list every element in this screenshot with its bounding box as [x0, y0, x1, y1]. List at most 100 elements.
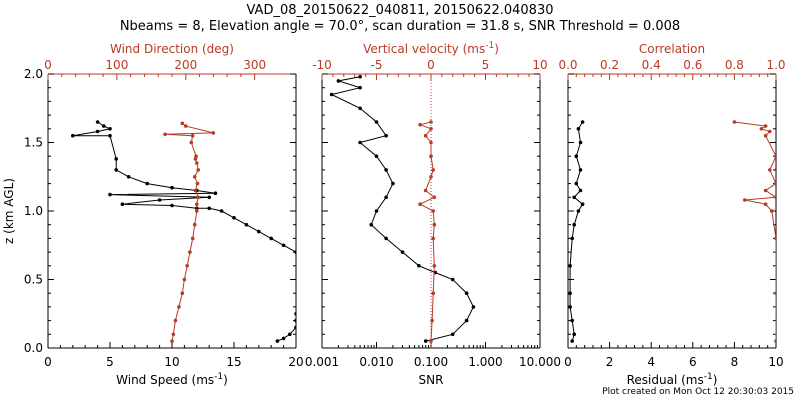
panel-2-series-0-line [569, 121, 584, 342]
panel-0-series-1-point [196, 195, 200, 200]
panel-0-series-0-point [232, 216, 236, 220]
panel-1-xlabel-bottom: SNR [419, 373, 444, 387]
panel-0-xlabel-bottom-text: Wind Speed (ms [116, 373, 214, 387]
panel-1-series-1-point [432, 264, 437, 268]
panel-0-series-0-line [72, 121, 296, 342]
panel-2-series-0-point [568, 264, 572, 268]
panel-2-series-0-point [574, 154, 579, 158]
panel-1-series-1-point [429, 339, 433, 343]
panel-2-series-1-point [763, 124, 768, 128]
panel-0-series-0-point [219, 209, 224, 213]
panel-2-xtick-label-top: 0.8 [725, 58, 744, 72]
panel-1-series-1-point [429, 120, 433, 124]
panel-1-xlabel-top-text: Vertical velocity (ms [363, 42, 485, 56]
panel-1-xtick-label-top: 10 [532, 58, 547, 72]
panel-0-series-1-point [194, 154, 198, 158]
panel-1-series-0-point [417, 264, 421, 268]
panel-0-xtick-label-bottom: 20 [288, 355, 303, 369]
panel-0-series-0-point [300, 285, 304, 289]
panel-2-series-1-point [768, 168, 772, 172]
panel-0-series-0-point [269, 236, 274, 241]
panel-2-xlabel-bottom-text: Residual (ms [627, 373, 704, 387]
panel-2-xtick-label-bottom: 2 [606, 355, 614, 369]
panel-2-xtick-label-bottom: 4 [647, 355, 655, 369]
panel-0-series-1-line [165, 122, 214, 342]
panel-1-series-0-point [464, 318, 469, 323]
panel-1-series-0-point [384, 168, 388, 172]
panel-0-xlabel-bottom: Wind Speed (ms-1) [116, 372, 228, 387]
panel-2-series-1-point [743, 198, 747, 202]
panel-1-series-0-point [358, 85, 362, 90]
panel-2-series-1-point [759, 127, 764, 131]
panel-1-series-1-point [431, 236, 436, 241]
panel-1-series-1-point [429, 175, 433, 179]
panel-0-series-0-point [145, 181, 149, 186]
panel-2-series-1-point [774, 195, 776, 200]
panel-0-series-1-point [171, 332, 176, 337]
panel-2-series-0-point [568, 305, 572, 309]
panel-2-xlabel-bottom: Residual (ms-1) [627, 372, 718, 387]
panel-2-xlabel-bottom-close-paren: ) [713, 373, 718, 387]
figure-title: VAD_08_20150622_040811, 20150622.040830 [246, 3, 554, 18]
panel-1-series-1-point [418, 202, 422, 206]
panel-0-series-0-point [294, 312, 296, 316]
panel-1-series-0-point [329, 92, 334, 97]
panel-0-series-1-point [189, 140, 194, 145]
panel-1-xlabel-top-close-paren: ) [494, 42, 499, 56]
panel-1-series-0-point [471, 305, 476, 309]
panel-2-series-0-point [576, 127, 581, 131]
panel-2-xtick-label-bottom: 10 [768, 355, 783, 369]
panel-2-series-0-point [580, 120, 585, 124]
panel-0-series-1-point [190, 133, 195, 138]
panel-2-series-group [568, 120, 776, 343]
panel-0-series-1-point [170, 339, 174, 343]
panel-0-series-0-point [114, 157, 118, 161]
panel-2-series-1-point [770, 209, 774, 213]
panel-1-series-0-point [384, 236, 388, 241]
panel-0-series-0-point [95, 120, 100, 124]
panel-0-series-1-point [195, 209, 199, 213]
panel-1-xlabel-top-superscript: -1 [485, 41, 494, 51]
panel-0-series-0-point [257, 229, 261, 234]
panel-0-xtick-label-bottom: 0 [44, 355, 52, 369]
panel-2-series-0-point [572, 332, 576, 337]
panel-0-series-1-point [192, 175, 197, 179]
panel-0-xtick-label-bottom: 5 [106, 355, 114, 369]
panel-1-series-1-point [430, 318, 434, 323]
panel-2-series-1-point [774, 236, 776, 241]
panel-0-series-1-point [211, 131, 216, 135]
panel-1-xtick-label-bottom: 0.100 [414, 355, 448, 369]
panel-0-series-0-point [108, 192, 112, 197]
panel-0-series-1-point [193, 188, 198, 193]
panel-2-series-0-point [570, 339, 574, 343]
panel-0-series-0-point [281, 243, 286, 248]
panel-1-series-0-point [369, 222, 374, 227]
panel-1-xtick-label-bottom: 0.001 [305, 355, 339, 369]
panel-2-series-0-point [578, 140, 583, 145]
panel-1-series-1-point [432, 222, 437, 227]
panel-0-series-0-point [71, 133, 75, 138]
panel-1-series-0-point [374, 120, 379, 124]
panel-2-series-0-point [580, 202, 585, 206]
panel-1-series-1-point [429, 140, 433, 145]
panel-1-series-0-point [450, 277, 455, 282]
panel-1-series-1-point [423, 133, 428, 138]
panel-0-series-1-point [190, 236, 195, 241]
panel-0-series-0-point [300, 298, 304, 302]
panel-1-series-1-point [431, 209, 436, 213]
panel-0-series-0-point [281, 336, 286, 341]
panel-0-xlabel-bottom-close-paren: ) [223, 373, 228, 387]
panel-1-xtick-label-top: 5 [482, 58, 490, 72]
panel-2-series-1-point [763, 202, 768, 206]
panel-2-series-0-point [574, 181, 579, 186]
panel-0-series-0-point [213, 191, 218, 195]
panel-1-series-0-point [384, 133, 388, 138]
panel-2-series-0-point [570, 236, 574, 241]
panel-0-xtick-label-top: 200 [174, 58, 197, 72]
panel-1-xtick-label-top: -10 [312, 58, 332, 72]
panel-0-series-1-point [195, 161, 199, 165]
panel-0-series-0-point [300, 264, 304, 268]
panel-1-series-1-point [432, 195, 437, 200]
panel-0-series-1-point [177, 305, 181, 309]
panel-0-series-0-point [95, 129, 100, 134]
